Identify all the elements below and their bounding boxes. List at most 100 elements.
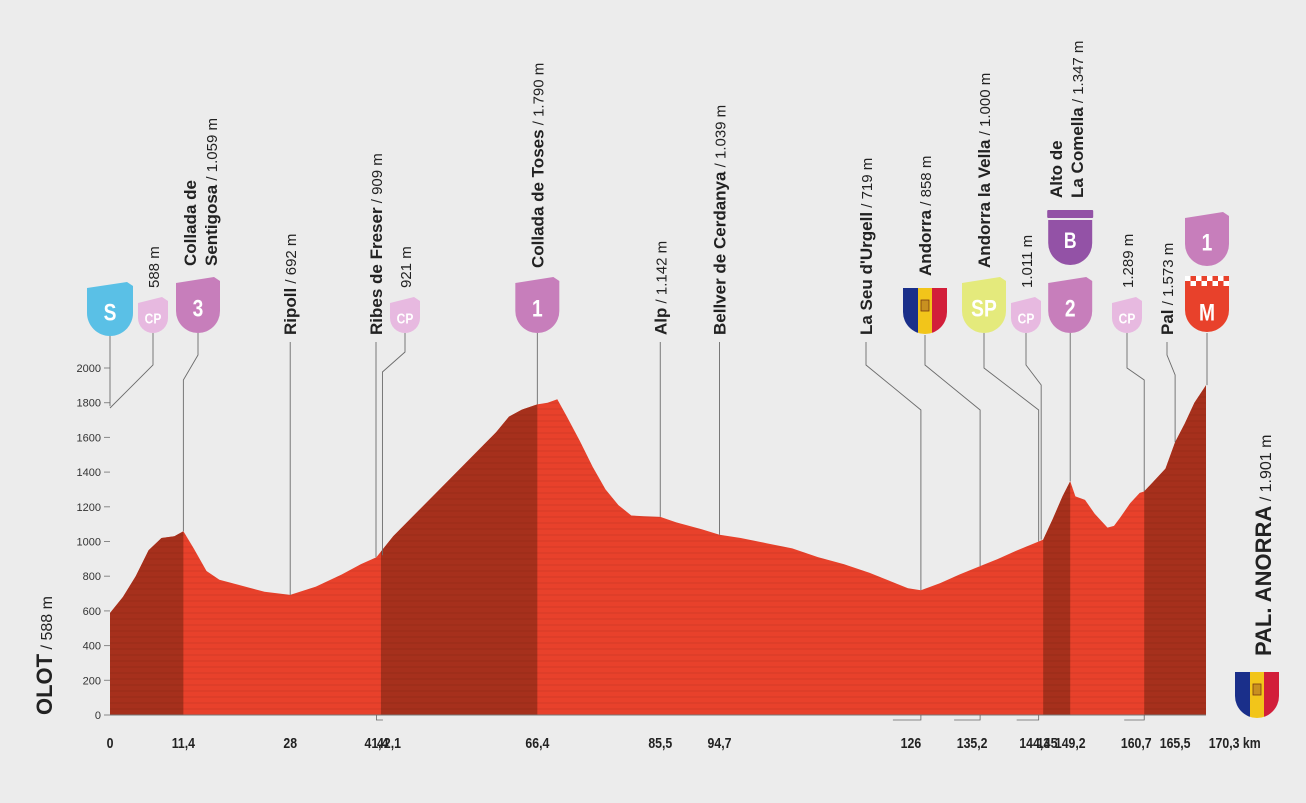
andorra-flag-badge [903,288,947,334]
badge-label: B [1064,229,1077,253]
x-tick-label: 170,3 km [1209,735,1261,751]
cp-elevation-label: 1.011 m [1019,235,1036,288]
x-tick-label: 165,5 [1160,735,1191,751]
waypoint-elevation: / 692 m [283,234,300,288]
y-tick-label: 200 [83,675,101,687]
cp-badge: CP [138,297,168,333]
x-tick-label: 94,7 [708,735,732,751]
badge-label: CP [1119,310,1136,327]
waypoint-label: Ripoll / 692 m [281,234,300,335]
tick-connector [1016,715,1040,721]
badge-label: SP [971,295,997,323]
waypoint-name: Andorra [916,209,935,276]
tick-connector [892,715,922,721]
kom-badge: 3 [176,277,220,333]
waypoint-elevation: / 1.142 m [653,241,670,308]
waypoint-name-line: Sentigosa [202,184,221,266]
bonus-badge: B [1047,210,1094,265]
y-tick-label: 600 [83,606,101,618]
cp-elevation-label: 1.289 m [1120,234,1137,288]
tick-connector [376,715,383,721]
badge-label: CP [1018,310,1035,327]
waypoint-label: La Seu d'Urgell / 719 m [857,158,876,335]
x-tick-label: 85,5 [648,735,672,751]
x-tick-label: 11,4 [172,735,196,751]
town-leader [865,342,922,591]
waypoint-elevation: / 858 m [918,156,935,210]
badge-label: 2 [1065,295,1076,323]
y-tick-label: 1600 [77,432,101,444]
sprint-badge: SP [962,277,1006,333]
waypoint-elevation: / 1.059 m [204,118,221,185]
cp-leader [1025,333,1042,540]
waypoint-elevation: 921 m [398,246,415,288]
badge-label: CP [145,310,162,327]
x-tick-label: 160,7 [1121,735,1152,751]
waypoint-label: Alto de [1047,140,1066,198]
waypoint-elevation: / 719 m [859,158,876,212]
waypoint-name-line: Collada de [181,180,200,266]
waypoint-name: Ripoll [281,288,300,335]
waypoint-name: Collada de Toses [528,129,547,268]
cp-leader [1126,333,1145,492]
waypoint-elevation: / 1.790 m [530,63,547,130]
waypoint-elevation: / 1.039 m [712,105,729,172]
x-tick-label: 145 [1037,735,1058,751]
x-tick-label: 135,2 [957,735,988,751]
waypoint-label: Alp / 1.142 m [651,241,670,335]
waypoint-elevation: / 1.347 m [1070,41,1087,108]
start-town-label: OLOT / 588 m [32,596,57,715]
cp-leader [381,333,406,556]
waypoint-name: Bellver de Cerdanya [710,171,729,335]
waypoint-name: Andorra la Vella [975,139,994,268]
y-tick-label: 1800 [77,398,101,410]
waypoint-name: Pal [1158,309,1177,335]
waypoint-label: Collada de Toses / 1.790 m [528,63,547,268]
y-tick-label: 2000 [77,363,101,375]
x-tick-label: 28 [283,735,297,751]
waypoint-label: Bellver de Cerdanya / 1.039 m [710,105,729,335]
kom-badge: 1 [515,277,560,333]
cp-elevation-label: 588 m [146,246,163,288]
finish-town-name: PAL. ANORRA [1251,506,1276,656]
waypoint-label: La Comella / 1.347 m [1068,41,1087,198]
x-tick-label: 144,3 [1019,735,1050,751]
badge-label: M [1199,299,1215,327]
waypoint-elevation: 1.289 m [1120,234,1137,288]
finish-andorra-flag [1235,672,1279,718]
y-tick-label: 1400 [77,467,101,479]
town-leader [1166,342,1176,443]
dark-segment [110,385,184,715]
waypoint-name: Ribes de Freser [367,207,386,335]
x-tick-label: 126 [901,735,922,751]
waypoint-label: Andorra la Vella / 1.000 m [975,73,994,268]
dark-segment [1043,385,1071,715]
waypoint-label: Pal / 1.573 m [1158,243,1177,335]
kom-badge: 2 [1048,277,1093,333]
y-tick-label: 800 [83,571,101,583]
y-tick-label: 400 [83,641,101,653]
kom-leader [182,333,199,532]
cp-badge: CP [390,297,420,333]
cp-badge: CP [1011,297,1041,333]
waypoint-label: Ribes de Freser / 909 m [367,153,386,335]
waypoint-label: Andorra / 858 m [916,156,935,276]
waypoint-elevation: 588 m [146,246,163,288]
finish-badge: M [1185,276,1229,332]
tick-connector [954,715,981,721]
finish-town-elevation: / 1.901 m [1258,435,1275,506]
badge-label: 1 [1202,229,1213,257]
cp-leader [109,333,154,409]
badge-label: CP [397,310,414,327]
y-tick-label: 1000 [77,537,101,549]
waypoint-name: La Seu d'Urgell [857,212,876,335]
waypoint-name: Alp [651,308,670,335]
start-badge: S [87,282,133,336]
waypoint-label: Collada de [181,180,200,266]
tick-connector [1124,715,1145,721]
finish-town-label: PAL. ANORRA / 1.901 m [1251,435,1276,656]
waypoint-elevation: 1.011 m [1019,235,1036,288]
waypoint-elevation: / 1.573 m [1160,243,1177,310]
